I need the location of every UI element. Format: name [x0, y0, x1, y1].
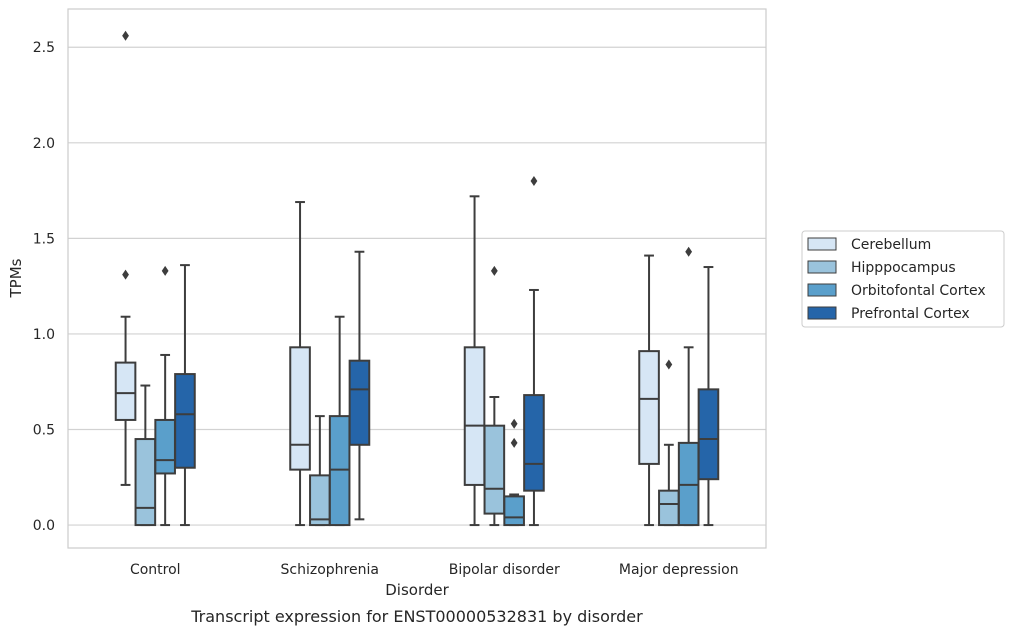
outlier-point	[490, 265, 498, 276]
outlier-point	[685, 246, 693, 257]
y-tick-label: 1.0	[33, 327, 55, 343]
y-tick-label: 2.0	[33, 136, 55, 152]
legend-swatch	[807, 260, 837, 274]
box-iqr	[289, 346, 311, 471]
box-plot	[677, 246, 700, 527]
plot-frame	[67, 8, 767, 549]
box-plot	[328, 315, 351, 527]
x-tick-label: Bipolar disorder	[449, 562, 560, 578]
outlier-point	[510, 437, 518, 448]
box-plot	[463, 195, 486, 527]
y-tick-label: 2.5	[33, 40, 55, 56]
legend-swatch	[807, 237, 837, 251]
box-plot	[289, 201, 311, 527]
legend-swatch	[807, 306, 837, 320]
outlier-point	[161, 265, 169, 276]
x-axis-title: Disorder	[385, 581, 449, 599]
box-plot	[523, 176, 545, 527]
x-tick-label: Major depression	[619, 562, 739, 578]
box-iqr	[174, 373, 196, 469]
box-iqr	[523, 394, 545, 492]
figure-caption: Transcript expression for ENST0000053283…	[190, 607, 643, 626]
box-iqr	[309, 474, 331, 527]
x-tick-label: Control	[130, 562, 181, 578]
box-iqr	[134, 438, 157, 527]
legend: Cerebellum Hipppocampus Orbitofontal Corte…	[801, 230, 1005, 328]
outlier-point	[510, 418, 518, 429]
box-plot	[114, 30, 137, 486]
outlier-point	[122, 30, 129, 41]
box-iqr	[348, 359, 371, 446]
y-tick-label: 0.5	[33, 422, 55, 438]
x-tick-label: Schizophrenia	[281, 562, 379, 578]
legend-swatch	[807, 283, 837, 297]
box-plot	[174, 264, 196, 527]
box-plot	[697, 266, 720, 527]
legend-label: Cerebellum	[851, 237, 931, 253]
box-iqr	[483, 424, 506, 515]
y-axis-title: TPMs	[7, 258, 25, 298]
boxes	[114, 30, 720, 527]
box-plot	[638, 254, 660, 527]
legend-label: Prefrontal Cortex	[851, 306, 970, 322]
box-iqr	[463, 346, 486, 486]
box-iqr	[154, 418, 176, 475]
box-plot	[348, 250, 371, 521]
legend-label: Orbitofontal Cortex	[851, 283, 986, 299]
y-tick-label: 0.0	[33, 518, 55, 534]
outlier-point	[122, 269, 129, 280]
box-plot	[309, 415, 331, 527]
x-tick-labels: Control Schizophrenia Bipolar disorder Majo…	[130, 562, 739, 578]
box-iqr	[697, 388, 720, 481]
box-plot	[483, 265, 506, 527]
box-iqr	[638, 350, 660, 465]
box-plot	[134, 384, 157, 527]
legend-frame	[801, 230, 1005, 328]
box-plot	[503, 418, 525, 527]
box-iqr	[503, 495, 525, 527]
legend-label: Hipppocampus	[851, 260, 956, 276]
outlier-point	[665, 359, 673, 370]
box-iqr	[658, 489, 680, 527]
y-tick-labels: 0.0 0.5 1.0 1.5 2.0 2.5	[33, 40, 55, 534]
y-tick-label: 1.5	[33, 231, 55, 247]
box-plot	[658, 359, 680, 527]
box-iqr	[114, 361, 137, 421]
box-plot	[154, 265, 176, 527]
outlier-point	[530, 176, 538, 187]
